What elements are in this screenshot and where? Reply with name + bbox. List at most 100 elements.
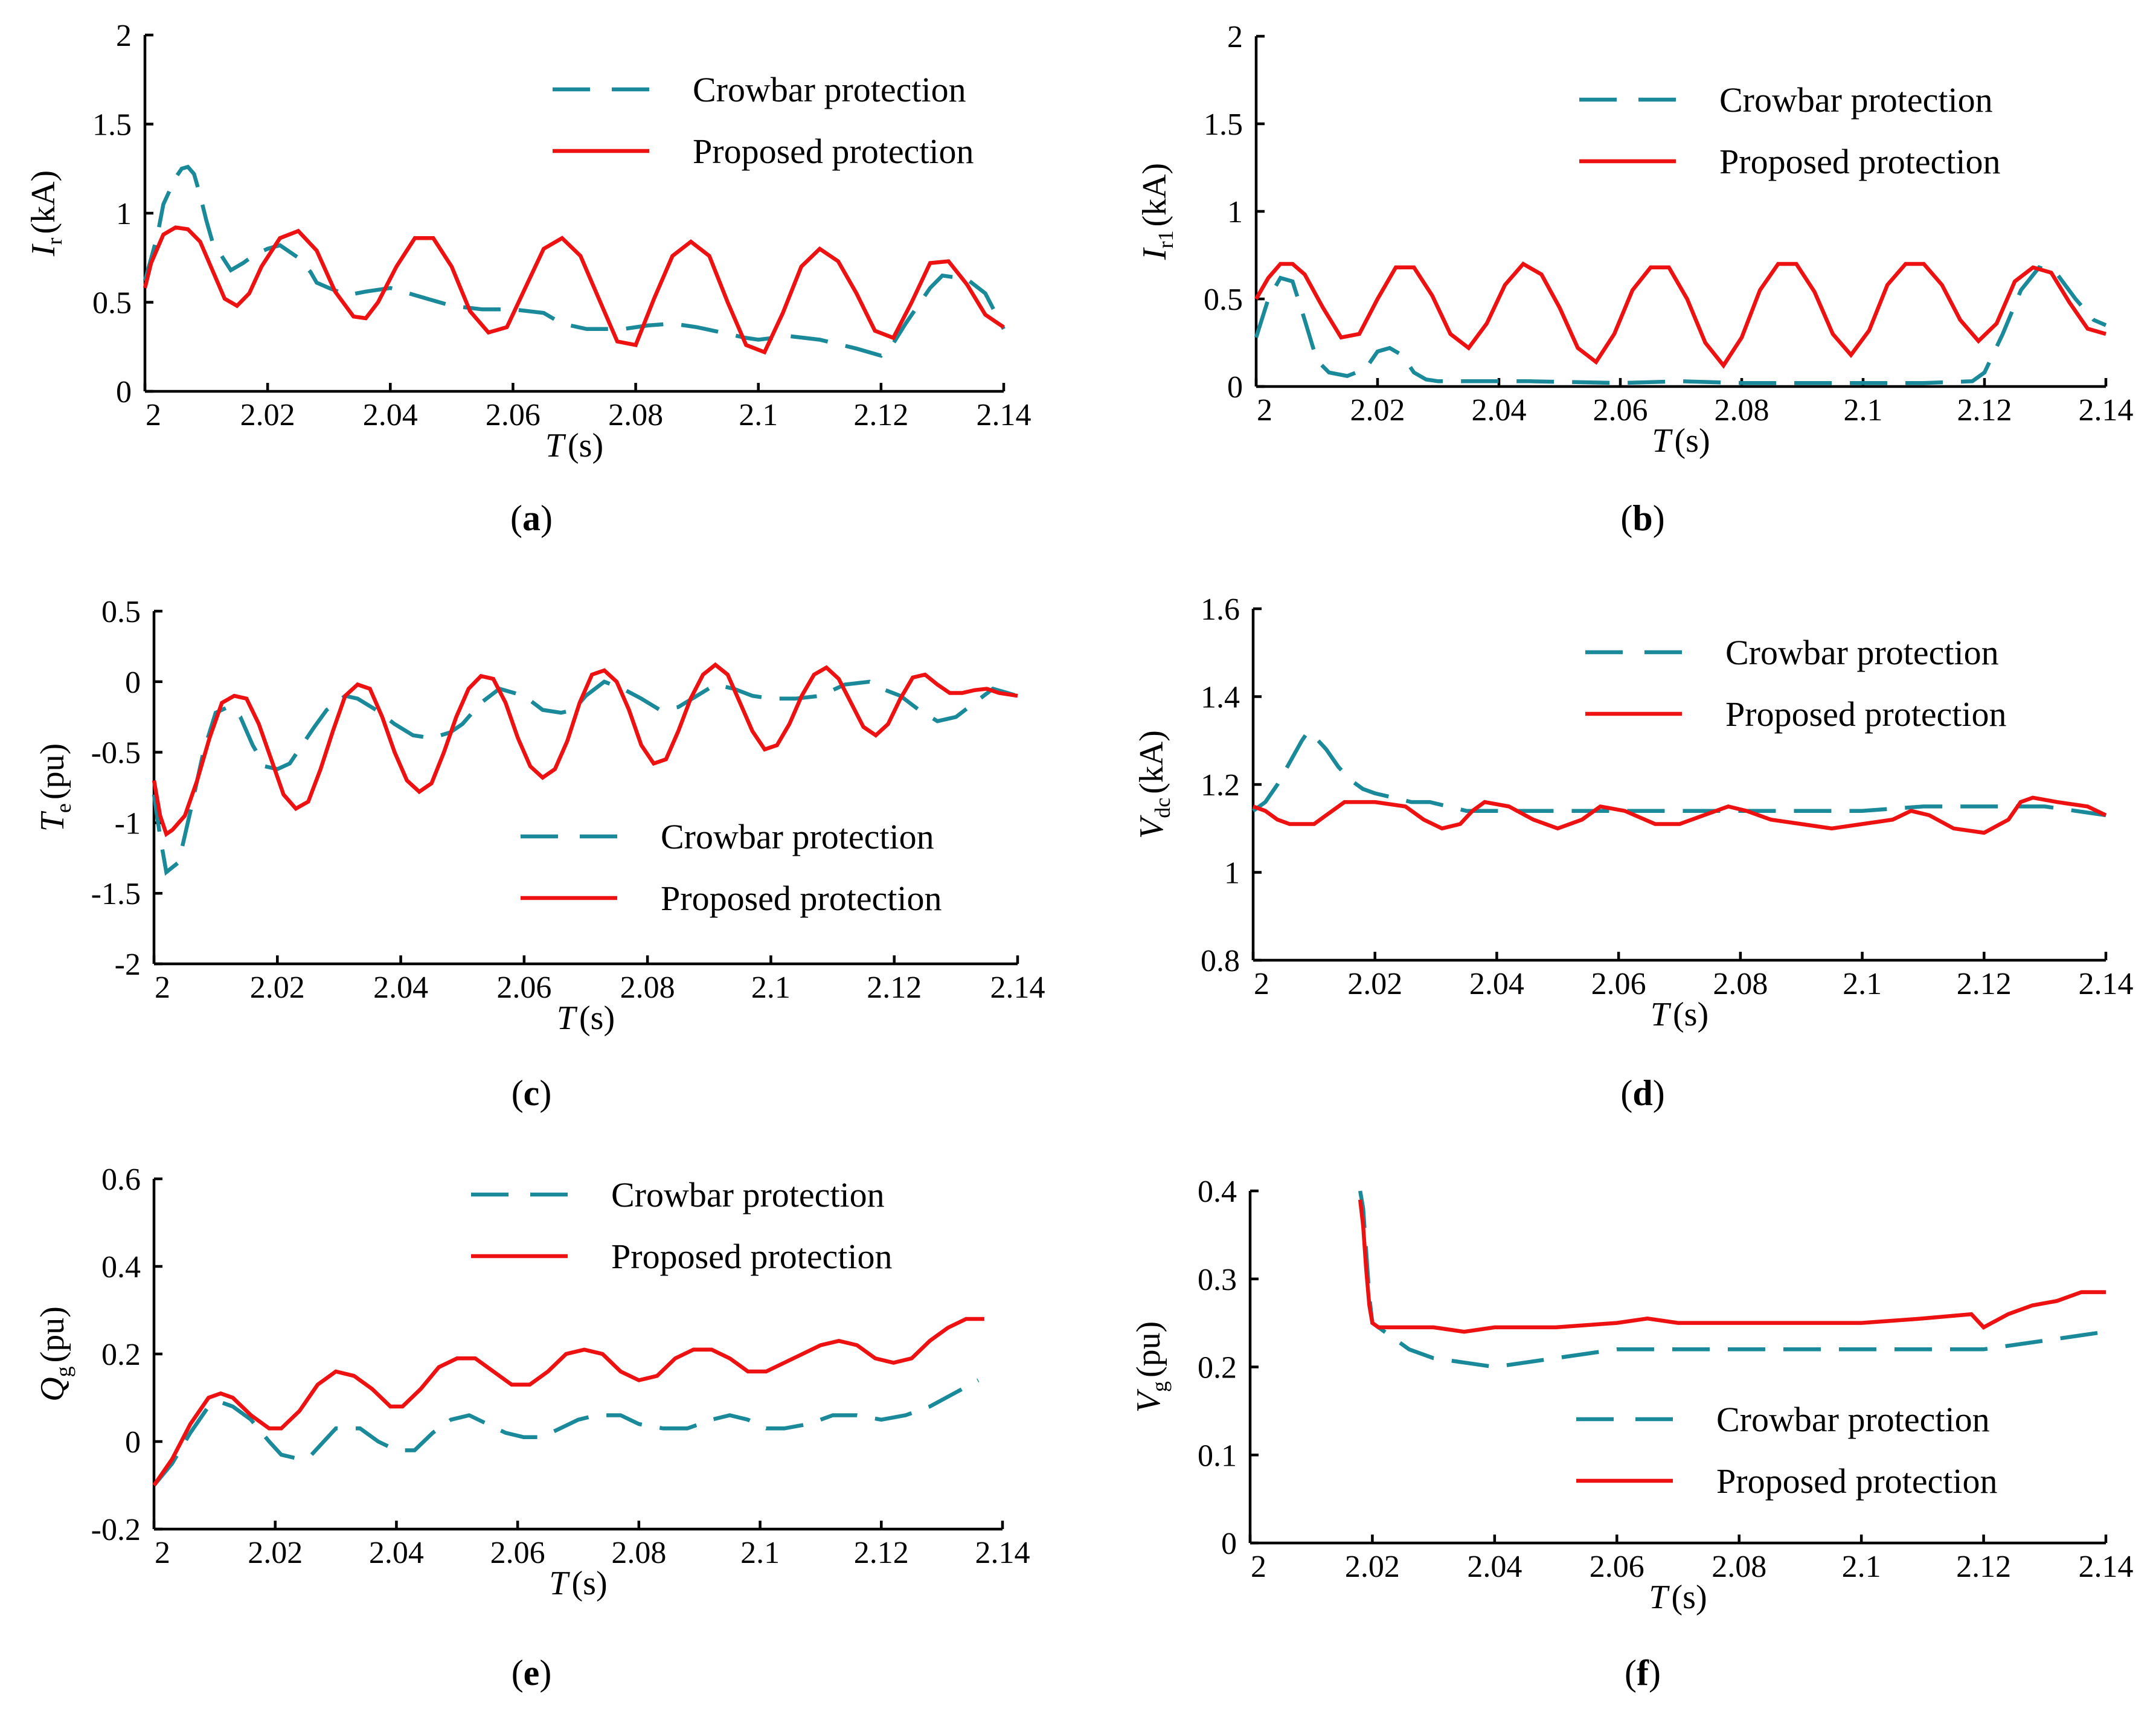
y-tick-label: 1 <box>1227 195 1243 229</box>
x-tick-label: 2.06 <box>1593 393 1648 428</box>
y-tick-label: -0.2 <box>91 1513 141 1547</box>
x-axis-variable: T <box>557 999 578 1037</box>
y-tick-label: 0.2 <box>101 1338 141 1372</box>
x-tick-label: 2 <box>155 970 170 1005</box>
x-axis-title: T (s) <box>545 427 603 464</box>
x-axis-unit: (s) <box>1675 422 1710 460</box>
series-proposed-line <box>1252 795 2107 835</box>
y-axis-title: Vdc (kA) <box>1133 730 1175 839</box>
x-tick-label: 2.04 <box>1469 967 1524 1001</box>
legend-crowbar-label: Crowbar protection <box>661 817 934 856</box>
panel-label: (e) <box>512 1653 552 1693</box>
y-tick-label: 0.4 <box>1198 1175 1237 1209</box>
x-tick-label: 2.02 <box>1350 393 1405 428</box>
x-axis-variable: T <box>1651 996 1672 1033</box>
y-axis-title: Vg (pu) <box>1130 1321 1172 1413</box>
y-tick-label: 0 <box>125 1425 141 1460</box>
x-axis-variable: T <box>549 1565 570 1602</box>
y-tick-label: 0.2 <box>1198 1351 1237 1385</box>
legend-proposed-label: Proposed protection <box>1725 694 2007 734</box>
y-axis-subscript: dc <box>1150 798 1175 818</box>
x-axis-variable: T <box>545 427 566 464</box>
x-axis-unit: (s) <box>1672 1579 1707 1616</box>
y-tick-label: 1 <box>1224 856 1240 891</box>
x-tick-label: 2.04 <box>369 1536 424 1570</box>
y-tick-label: 2 <box>116 19 132 53</box>
x-axis-title: T (s) <box>1652 422 1710 460</box>
y-axis-variable: T <box>34 810 71 832</box>
y-axis-unit: (kA) <box>1133 730 1170 794</box>
legend-proposed-label: Proposed protection <box>1716 1461 1998 1501</box>
series-proposed-line <box>1254 261 2106 369</box>
y-tick-label: 1.2 <box>1201 768 1240 803</box>
y-tick-label: 1.6 <box>1201 592 1240 627</box>
x-tick-label: 2.1 <box>1844 393 1883 428</box>
panel-label: (d) <box>1620 1073 1664 1113</box>
x-tick-label: 2.02 <box>1345 1550 1400 1584</box>
panel-label: (f) <box>1625 1653 1661 1693</box>
x-tick-label: 2.14 <box>2079 967 2134 1001</box>
x-tick-label: 2 <box>1257 393 1272 428</box>
series-crowbar-line <box>152 679 1018 876</box>
y-axis-subscript: g <box>51 1366 75 1377</box>
panel-letter: c <box>524 1073 540 1113</box>
x-tick-label: 2.12 <box>1957 967 2012 1001</box>
panel-letter: a <box>522 498 541 538</box>
y-tick-label: -1.5 <box>91 877 141 911</box>
y-tick-label: 1.5 <box>1204 107 1243 142</box>
x-tick-label: 2.14 <box>975 1536 1030 1570</box>
y-axis-subscript: e <box>51 803 75 813</box>
panel-label: (c) <box>512 1073 552 1113</box>
y-axis-unit: (kA) <box>1136 163 1173 227</box>
panel-c: 2 2.02 2.04 2.06 2.08 2.1 2.12 2.14 -2 -1.5 -1 -0.5… <box>34 595 1045 1113</box>
x-tick-label: 2.02 <box>248 1536 303 1570</box>
x-tick-label: 2.08 <box>1713 967 1768 1001</box>
x-tick-label: 2.04 <box>363 398 418 432</box>
series-proposed-line <box>1358 1199 2106 1334</box>
y-axis-unit: (pu) <box>1130 1321 1167 1378</box>
panel-letter: f <box>1637 1653 1649 1693</box>
y-tick-label: 0.5 <box>1204 283 1243 317</box>
x-tick-label: 2 <box>1254 967 1269 1001</box>
panel-f: 2 2.02 2.04 2.06 2.08 2.1 2.12 2.14 0 0.1 0.2 0.3 0.… <box>1130 1175 2134 1693</box>
x-tick-label: 2.06 <box>490 1536 545 1570</box>
x-tick-label: 2.04 <box>1472 393 1527 428</box>
y-tick-label: 2 <box>1227 20 1243 54</box>
x-tick-label: 2 <box>155 1536 170 1570</box>
y-tick-label: 0.6 <box>101 1163 141 1197</box>
x-tick-label: 2.04 <box>1467 1550 1522 1584</box>
y-tick-label: 0 <box>125 666 141 700</box>
y-tick-label: 0.1 <box>1198 1439 1237 1473</box>
legend-crowbar-label: Crowbar protection <box>1719 80 1993 120</box>
x-tick-label: 2.14 <box>2079 1550 2134 1584</box>
series-crowbar-line <box>1358 1190 2106 1369</box>
x-axis-title: T (s) <box>1651 996 1708 1033</box>
y-axis-title: Ir (kA) <box>25 170 66 257</box>
y-axis-unit: (pu) <box>34 1306 71 1362</box>
y-tick-label: 1.5 <box>92 108 132 143</box>
x-tick-label: 2.08 <box>611 1536 666 1570</box>
y-axis-unit: (pu) <box>34 743 71 800</box>
y-axis-title: Ir1 (kA) <box>1136 163 1178 260</box>
legend-proposed-label: Proposed protection <box>611 1237 893 1276</box>
legend-proposed-label: Proposed protection <box>661 879 942 918</box>
x-tick-label: 2.08 <box>1712 1550 1766 1584</box>
x-tick-label: 2.12 <box>1956 1550 2011 1584</box>
legend-crowbar-label: Crowbar protection <box>611 1175 885 1214</box>
x-tick-label: 2.04 <box>373 970 428 1005</box>
x-tick-label: 2.06 <box>1590 1550 1644 1584</box>
y-axis-subscript: r <box>42 238 66 245</box>
x-axis-title: T (s) <box>549 1565 607 1602</box>
y-tick-label: -2 <box>115 948 141 982</box>
panel-label: (a) <box>510 498 553 538</box>
series-crowbar-line <box>1252 729 2106 818</box>
legend: Crowbar protection Proposed protection <box>1579 80 2001 181</box>
x-tick-label: 2.02 <box>250 970 305 1005</box>
y-tick-label: 0.4 <box>101 1250 141 1285</box>
y-axis-unit: (kA) <box>25 170 62 234</box>
legend: Crowbar protection Proposed protection <box>1576 1400 1998 1501</box>
y-tick-label: 0.8 <box>1201 944 1240 978</box>
x-tick-label: 2.12 <box>1957 393 2012 428</box>
legend-crowbar-label: Crowbar protection <box>693 70 966 109</box>
x-tick-label: 2.1 <box>1842 1550 1881 1584</box>
